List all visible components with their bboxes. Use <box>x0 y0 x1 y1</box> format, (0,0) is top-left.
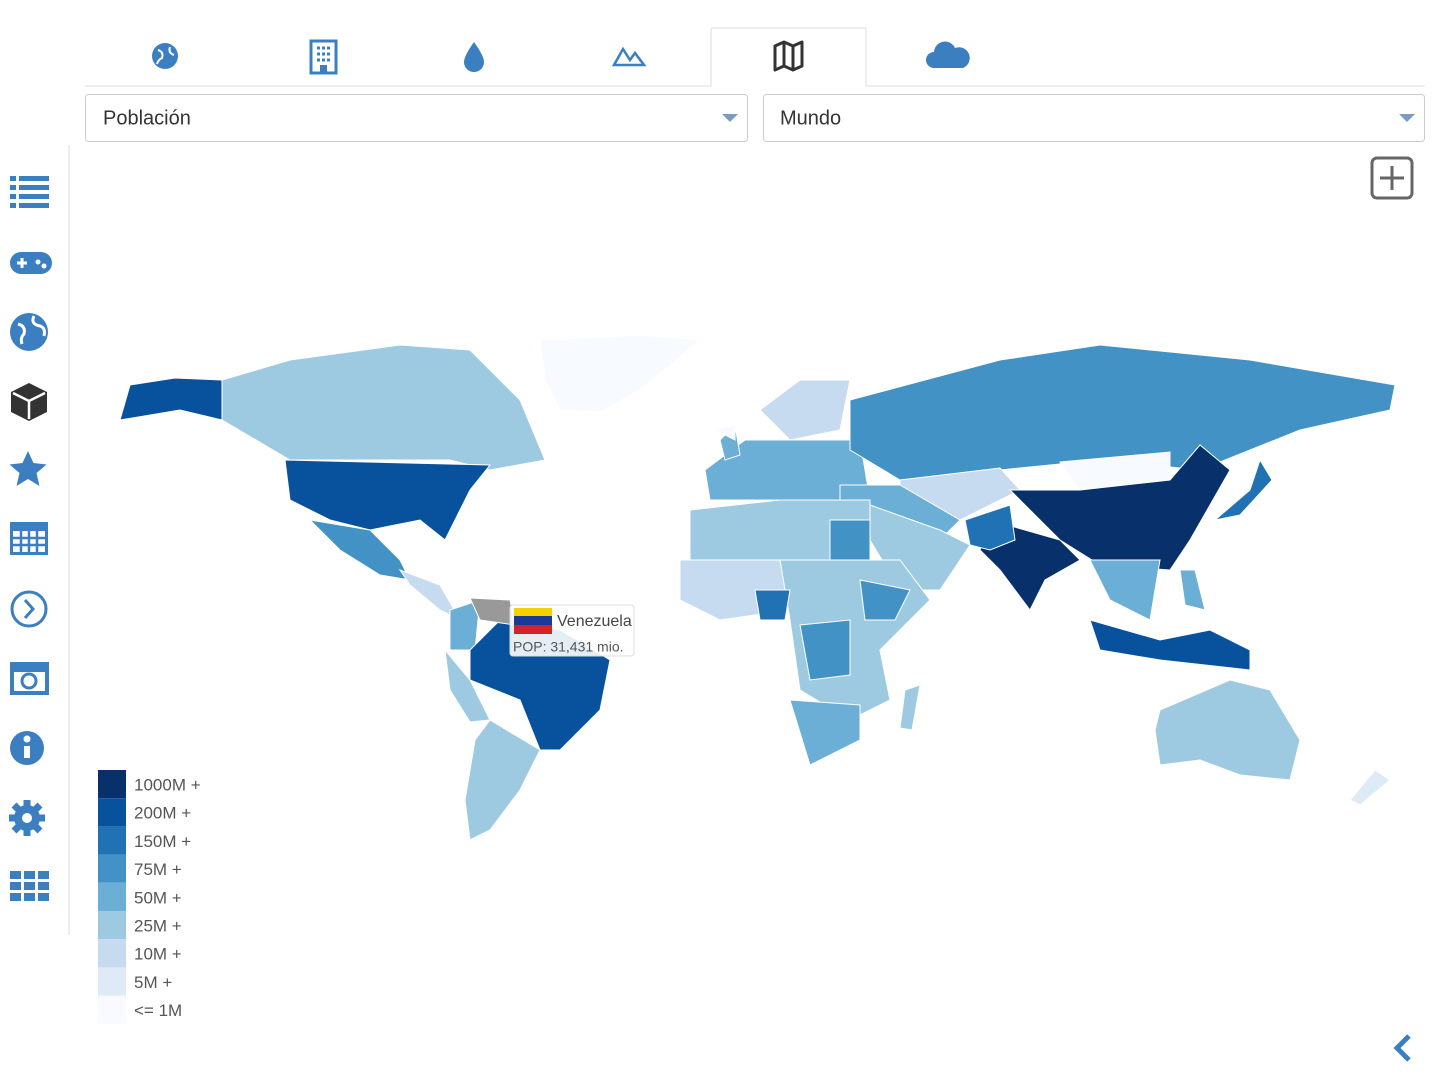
nav-cube[interactable] <box>11 383 47 421</box>
legend-swatch <box>98 967 126 996</box>
legend-label: 50M + <box>134 888 182 907</box>
legend-swatch <box>98 826 126 855</box>
dropdown-indicator[interactable]: Población <box>85 94 748 142</box>
legend-swatch <box>98 882 126 911</box>
country[interactable] <box>464 719 541 841</box>
nav-camera[interactable] <box>10 662 49 695</box>
country[interactable] <box>713 424 736 441</box>
nav-info[interactable] <box>10 731 44 765</box>
legend-label: 200M + <box>134 804 191 823</box>
country[interactable] <box>799 619 851 681</box>
legend-swatch <box>98 770 126 799</box>
legend-swatch <box>98 798 126 827</box>
nav-apps[interactable] <box>10 871 49 901</box>
legend-swatch <box>98 854 126 883</box>
country[interactable] <box>1089 619 1251 671</box>
nav-games[interactable] <box>10 252 52 274</box>
country[interactable] <box>539 334 702 413</box>
tooltip-text: POP: 31,431 mio. <box>513 639 624 655</box>
country[interactable] <box>759 379 851 441</box>
tab-cloud[interactable] <box>926 41 970 68</box>
country[interactable] <box>284 459 492 541</box>
tab-water[interactable] <box>464 42 484 72</box>
legend-label: 25M + <box>134 916 182 935</box>
legend-label: 1000M + <box>134 775 201 794</box>
nav-star[interactable] <box>9 451 47 486</box>
country[interactable] <box>829 519 871 561</box>
country[interactable] <box>1179 569 1206 611</box>
tooltip-title: Venezuela <box>557 613 632 630</box>
legend-label: <= 1M <box>134 1001 182 1020</box>
country[interactable] <box>859 579 911 621</box>
country[interactable] <box>1089 559 1161 621</box>
dropdown-arrow[interactable] <box>1399 114 1415 122</box>
nav-settings[interactable] <box>9 800 45 836</box>
country[interactable] <box>1008 444 1231 571</box>
country[interactable] <box>221 344 546 471</box>
dropdown-region[interactable]: Mundo <box>763 94 1425 142</box>
dropdown-text: Mundo <box>780 107 841 129</box>
legend-label: 10M + <box>134 945 182 964</box>
dropdown-text: Población <box>103 107 191 129</box>
back-chevron[interactable] <box>1393 1034 1411 1062</box>
legend-swatch <box>98 939 126 968</box>
country[interactable] <box>899 684 921 731</box>
dropdown-box[interactable] <box>763 94 1425 142</box>
tab-map[interactable] <box>773 40 804 72</box>
legend-label: 150M + <box>134 832 191 851</box>
nav-list[interactable] <box>10 176 49 208</box>
world-map <box>119 334 1396 841</box>
country[interactable] <box>789 699 861 766</box>
legend-swatch <box>98 911 126 940</box>
tab-globe[interactable] <box>152 43 178 69</box>
country[interactable] <box>308 519 411 581</box>
country[interactable] <box>119 377 223 421</box>
legend-label: 75M + <box>134 860 182 879</box>
country[interactable] <box>754 589 791 621</box>
zoom-button[interactable] <box>1370 156 1414 200</box>
legend: 1000M + 200M + 150M + 75M + 50M + 25M + 10M + 5… <box>98 770 201 1024</box>
dropdown-box[interactable] <box>85 94 748 142</box>
tab-bar <box>85 27 1425 87</box>
legend-swatch <box>98 995 126 1024</box>
nav-calendar[interactable] <box>10 522 48 555</box>
country[interactable] <box>444 648 491 723</box>
legend-label: 5M + <box>134 973 172 992</box>
dropdown-arrow[interactable] <box>722 114 738 122</box>
tab-building[interactable] <box>309 39 338 75</box>
country[interactable] <box>1349 769 1391 806</box>
country[interactable] <box>1213 458 1273 521</box>
country[interactable] <box>964 504 1016 551</box>
country[interactable] <box>1154 679 1301 781</box>
nav-world[interactable] <box>10 313 48 351</box>
tab-mountain[interactable] <box>611 46 647 67</box>
tooltip: Venezuela POP: 31,431 mio. <box>509 604 635 657</box>
nav-clock[interactable] <box>10 590 48 628</box>
